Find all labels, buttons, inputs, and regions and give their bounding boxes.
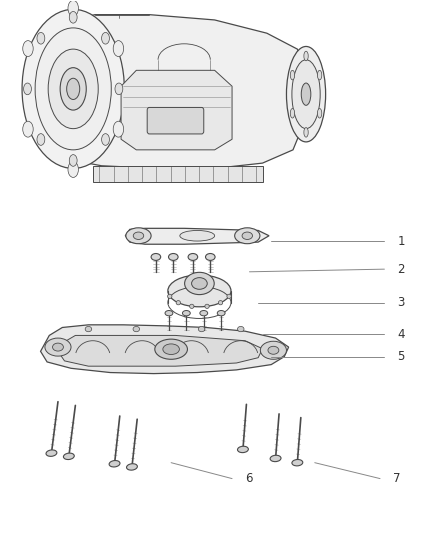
Ellipse shape [183,311,190,316]
Text: 5: 5 [397,350,405,363]
Ellipse shape [237,446,248,453]
Ellipse shape [219,301,223,305]
Ellipse shape [102,134,110,146]
Ellipse shape [53,343,64,351]
Ellipse shape [68,161,78,177]
Polygon shape [58,335,262,366]
Ellipse shape [163,344,180,354]
Ellipse shape [23,121,33,137]
FancyBboxPatch shape [147,108,204,134]
Ellipse shape [168,275,231,307]
Ellipse shape [133,232,144,239]
Ellipse shape [290,109,295,118]
Ellipse shape [37,134,45,146]
Ellipse shape [109,461,120,467]
Ellipse shape [191,278,207,289]
Ellipse shape [185,272,214,295]
Ellipse shape [68,1,78,16]
Ellipse shape [176,301,180,305]
Ellipse shape [268,346,279,354]
Text: 6: 6 [245,472,253,485]
Ellipse shape [165,311,173,316]
Ellipse shape [60,68,86,110]
Polygon shape [121,70,232,150]
Polygon shape [93,166,262,182]
Text: 7: 7 [393,472,401,485]
Ellipse shape [37,33,45,44]
Ellipse shape [301,83,311,106]
Text: 3: 3 [397,296,405,309]
Ellipse shape [169,254,178,261]
Ellipse shape [205,304,209,309]
Polygon shape [125,228,269,244]
Ellipse shape [168,294,172,298]
Ellipse shape [113,121,124,137]
Ellipse shape [290,70,295,80]
Ellipse shape [48,49,98,128]
Ellipse shape [292,459,303,466]
Ellipse shape [180,230,215,241]
Ellipse shape [102,33,110,44]
Ellipse shape [67,78,80,100]
Ellipse shape [113,41,124,56]
Ellipse shape [217,311,225,316]
Ellipse shape [270,455,281,462]
Ellipse shape [24,83,32,95]
Ellipse shape [198,326,205,332]
Ellipse shape [318,70,322,80]
Ellipse shape [151,254,161,261]
Ellipse shape [237,326,244,332]
Ellipse shape [46,450,57,456]
Ellipse shape [45,338,71,356]
Ellipse shape [205,254,215,261]
Ellipse shape [242,232,253,239]
Ellipse shape [200,311,208,316]
Ellipse shape [69,155,77,166]
Ellipse shape [188,254,198,261]
Ellipse shape [304,51,308,61]
Ellipse shape [190,304,194,309]
Ellipse shape [115,83,123,95]
Ellipse shape [126,228,151,244]
Text: 2: 2 [397,263,405,276]
Ellipse shape [304,127,308,137]
Ellipse shape [69,12,77,23]
Ellipse shape [260,341,286,359]
Ellipse shape [286,46,325,142]
Text: 1: 1 [397,235,405,247]
Ellipse shape [292,60,320,128]
Polygon shape [73,14,302,168]
Ellipse shape [64,453,74,459]
Ellipse shape [318,109,322,118]
Ellipse shape [35,28,111,150]
Ellipse shape [85,326,92,332]
Text: 4: 4 [397,328,405,341]
Ellipse shape [133,326,140,332]
Ellipse shape [22,10,124,168]
Ellipse shape [23,41,33,56]
Polygon shape [41,325,289,374]
Ellipse shape [227,294,231,298]
Ellipse shape [155,339,187,359]
Ellipse shape [235,228,260,244]
Ellipse shape [127,464,138,470]
